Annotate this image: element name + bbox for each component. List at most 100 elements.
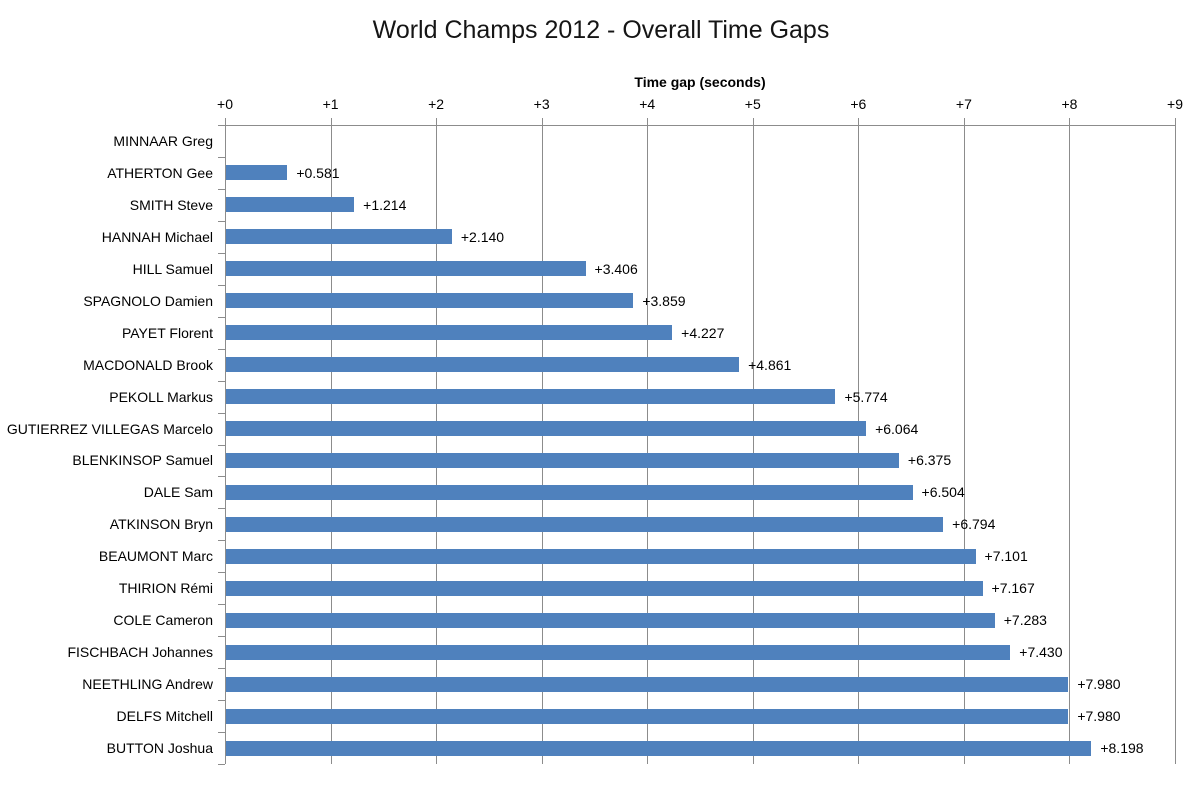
bar [226,548,976,564]
gridline-vertical [963,125,965,764]
bar [226,580,983,596]
y-axis-tick [218,572,225,574]
category-label: BLENKINSOP Samuel [72,452,213,469]
bar [226,421,866,437]
gridline-vertical [858,125,860,764]
gridline-vertical [330,125,332,764]
bar [226,261,586,277]
x-axis-tick-label: +9 [1167,96,1183,112]
category-label: SMITH Steve [129,196,213,213]
bar-value-label: +6.794 [952,516,996,533]
y-axis-tick [218,188,225,190]
x-axis-tick-label: +3 [533,96,550,112]
x-axis-tick [963,118,965,125]
gridline-vertical [436,125,438,764]
x-axis-tick-label: +2 [428,96,445,112]
bar-value-label: +6.064 [875,420,919,437]
bar-value-label: +3.406 [594,260,638,277]
category-label: MINNAAR Greg [113,132,213,149]
y-axis-tick [218,508,225,510]
category-label: DALE Sam [143,484,213,501]
category-label: PEKOLL Markus [109,388,213,405]
y-axis-tick [218,412,225,414]
y-axis-tick [218,252,225,254]
category-label: BEAUMONT Marc [98,548,213,565]
category-label: FISCHBACH Johannes [67,644,213,661]
category-label: HILL Samuel [132,260,213,277]
x-axis-tick-label: +1 [322,96,339,112]
chart-title: World Champs 2012 - Overall Time Gaps [372,16,830,44]
category-label: PAYET Florent [121,324,213,341]
gridline-vertical [647,125,649,764]
bar-value-label: +2.140 [460,228,505,245]
x-axis-tick [858,118,860,125]
y-axis-tick [218,476,225,478]
bar-value-label: +1.214 [363,196,407,213]
bar-value-label: +7.283 [1003,612,1047,629]
gridline-vertical [1069,125,1071,764]
y-axis-tick [218,348,225,350]
x-axis-tick [330,118,332,125]
gridline-vertical [541,125,543,764]
bar [226,389,835,405]
bar-value-label: +3.859 [642,292,686,309]
y-axis-tick [218,125,225,126]
category-label: GUTIERREZ VILLEGAS Marcelo [6,420,213,437]
category-label: BUTTON Joshua [106,740,213,757]
y-axis-tick [218,604,225,606]
x-axis-line [225,125,1176,126]
bar [226,357,739,373]
bar [226,676,1068,692]
y-axis-tick [218,316,225,318]
bar [226,197,354,213]
y-axis-tick [218,732,225,734]
x-axis-title: Time gap (seconds) [634,74,766,90]
bar-value-label: +4.227 [681,324,725,341]
bar [226,644,1010,660]
bar-value-label: +7.101 [984,548,1028,565]
x-axis-tick [1175,118,1176,125]
y-axis-tick [218,380,225,382]
x-axis-tick [541,118,543,125]
bar [226,484,913,500]
x-axis-tick-label: +7 [955,96,972,112]
x-axis-tick-label: +5 [744,96,761,112]
bar-value-label: +6.504 [921,484,965,501]
bar [226,165,287,181]
category-label: ATHERTON Gee [107,164,213,181]
bar-value-label: +7.430 [1019,644,1063,661]
bar-value-label: +6.375 [907,452,952,469]
y-axis-tick [218,220,225,222]
x-axis-tick-label: +8 [1061,96,1078,112]
gridline-vertical [752,125,754,764]
bar [226,293,633,309]
y-axis-tick [218,284,225,286]
bar-value-label: +0.581 [296,164,340,181]
bar [226,229,452,245]
category-label: ATKINSON Bryn [109,516,213,533]
y-axis-tick [218,668,225,670]
y-axis-line [225,125,226,764]
bar [226,708,1068,724]
y-axis-tick [218,700,225,702]
bar-value-label: +7.980 [1077,676,1121,693]
y-axis-tick [218,636,225,638]
bar-value-label: +5.774 [844,388,888,405]
bar [226,516,943,532]
x-axis-tick-label: +6 [850,96,867,112]
y-axis-tick [218,156,225,158]
gridline-vertical [1175,125,1176,764]
y-axis-tick [218,444,225,446]
y-axis-tick [218,540,225,542]
category-label: NEETHLING Andrew [82,676,213,693]
x-axis-tick [647,118,649,125]
y-axis-tick [218,764,225,765]
bar-value-label: +8.198 [1100,740,1144,757]
category-label: THIRION Rémi [118,580,213,597]
bar [226,325,672,341]
category-label: SPAGNOLO Damien [83,292,213,309]
x-axis-tick [436,118,438,125]
category-label: DELFS Mitchell [116,708,213,725]
x-axis-tick-label: +4 [639,96,656,112]
bar [226,452,899,468]
